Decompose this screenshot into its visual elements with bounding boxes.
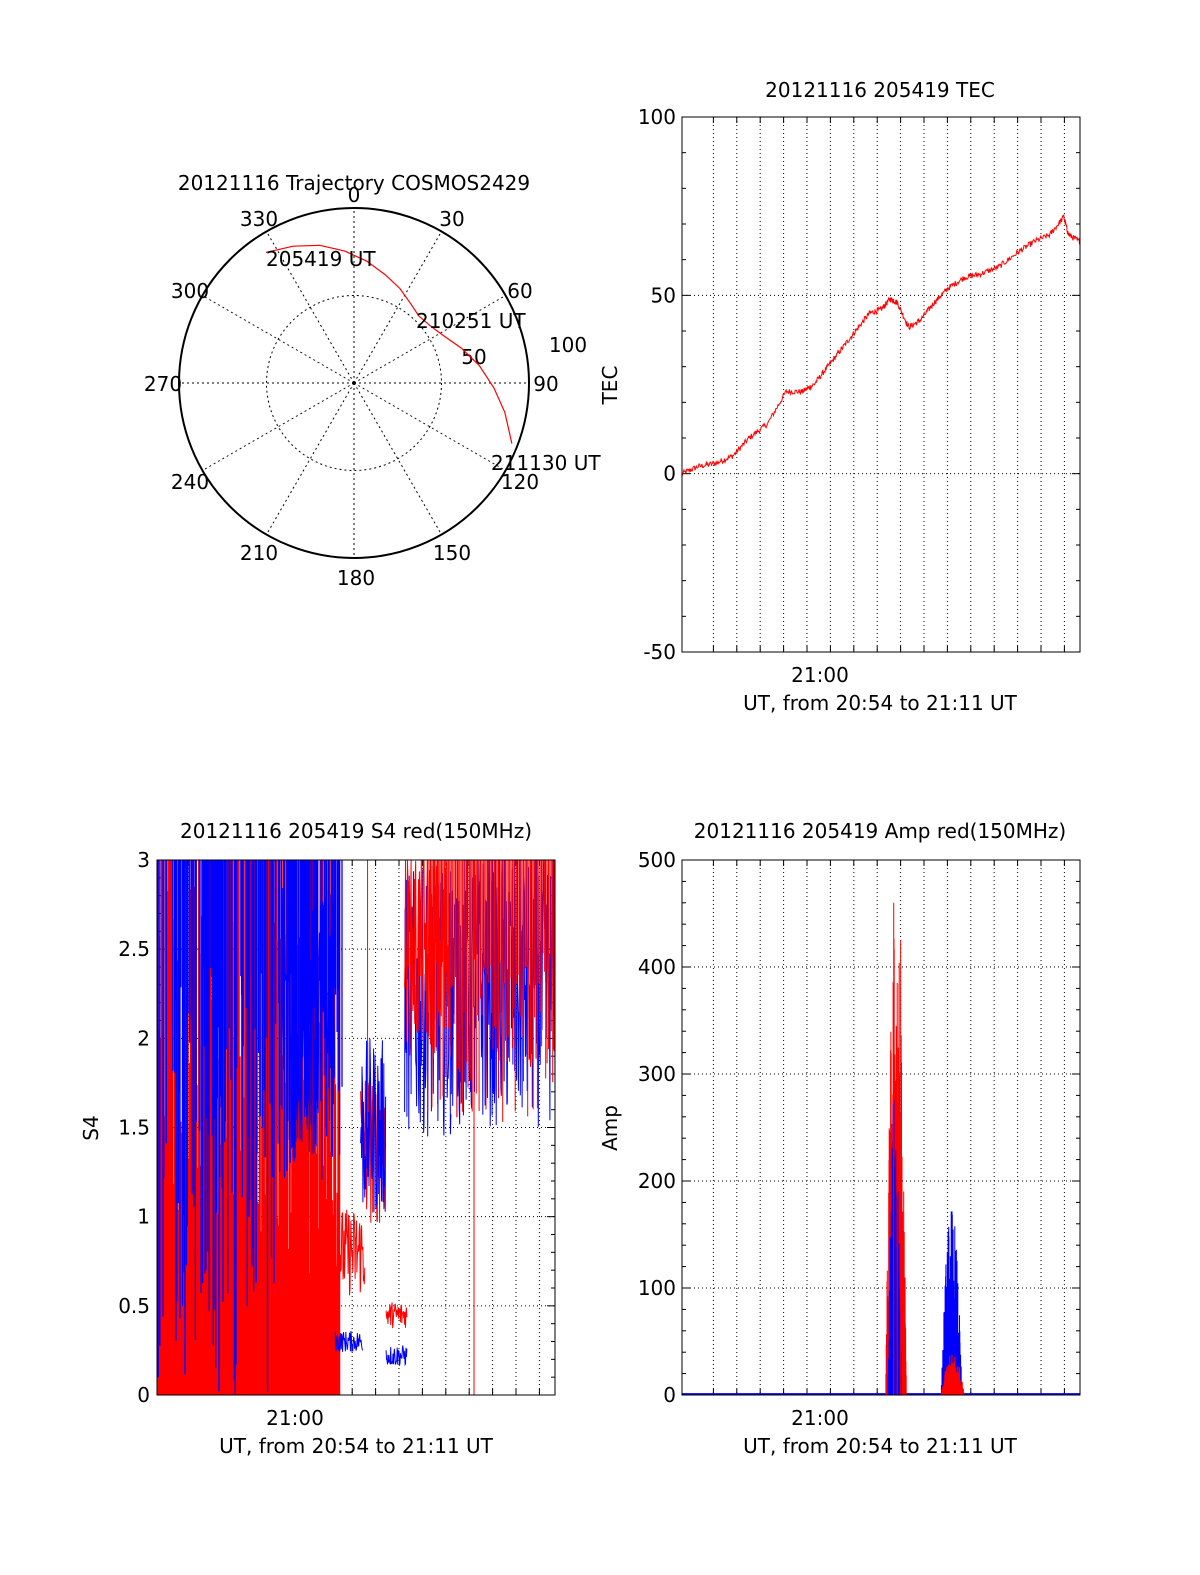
amp-grid (682, 859, 1080, 1396)
trajectory-title: 20121116 Trajectory COSMOS2429 (178, 171, 530, 195)
s4-blue-trace (385, 1345, 408, 1367)
tec-line (681, 213, 1080, 477)
trajectory-polar-plot: 20121116 Trajectory COSMOS2429 0 30 60 90 12… (144, 171, 601, 590)
y-tick-label: 300 (638, 1062, 676, 1086)
amp-title: 20121116 205419 Amp red(150MHz) (694, 819, 1066, 843)
azimuth-label: 210 (240, 541, 278, 565)
trajectory-path (265, 244, 513, 444)
y-tick-label: 2 (137, 1026, 150, 1050)
azimuth-label: 0 (348, 183, 361, 207)
polar-spoke (353, 231, 442, 384)
y-tick-label: 200 (638, 1169, 676, 1193)
amp-plot-frame (681, 859, 1081, 1396)
amp-x-tick-label: 21:00 (791, 1406, 849, 1430)
tec-y-axis-label: TEC (598, 366, 622, 406)
polar-ring-50 (266, 295, 442, 471)
y-tick-label: 0 (663, 462, 676, 486)
azimuth-label: 60 (507, 279, 532, 303)
s4-x-tick-label: 21:00 (266, 1406, 324, 1430)
trajectory-point-label: 210251 UT (416, 309, 526, 333)
azimuth-label: 120 (501, 470, 539, 494)
polar-spoke (202, 295, 355, 384)
azimuth-label: 150 (433, 541, 471, 565)
s4-blue-trace (360, 1038, 387, 1212)
tec-series (681, 213, 1080, 477)
azimuth-label: 300 (171, 279, 209, 303)
radial-label: 50 (461, 345, 486, 369)
s4-red-trace (334, 1209, 366, 1296)
trajectory-point-label: 205419 UT (266, 247, 376, 271)
azimuth-label: 240 (171, 470, 209, 494)
azimuth-label: 270 (144, 372, 182, 396)
tec-grid (682, 116, 1080, 653)
y-tick-label: 50 (651, 283, 676, 307)
tec-y-tick-labels: 100 50 0 -50 (638, 105, 676, 664)
s4-y-tick-labels: 3 2.5 2 1.5 1 0.5 0 (118, 848, 150, 1407)
s4-blue-trace (334, 1331, 363, 1352)
y-tick-label: 400 (638, 955, 676, 979)
tec-plot-frame (681, 116, 1081, 653)
y-tick-label: 3 (137, 848, 150, 872)
y-tick-label: -50 (643, 640, 676, 664)
tec-chart: 20121116 205419 TEC 100 50 0 -50 21:00 UT, … (598, 78, 1081, 715)
amp-y-axis-label: Amp (598, 1105, 622, 1151)
y-tick-label: 100 (638, 1276, 676, 1300)
tec-x-axis-label: UT, from 20:54 to 21:11 UT (743, 691, 1018, 715)
trajectory-point-labels: 205419 UT 210251 UT 211130 UT (266, 247, 601, 475)
polar-grid (178, 207, 530, 559)
polar-spoke (353, 382, 506, 471)
s4-x-axis-label: UT, from 20:54 to 21:11 UT (219, 1434, 494, 1458)
polar-spoke (353, 295, 506, 384)
s4-series (157, 859, 556, 1395)
azimuth-label: 330 (240, 207, 278, 231)
amp-x-axis-label: UT, from 20:54 to 21:11 UT (743, 1434, 1018, 1458)
radial-label: 100 (549, 333, 587, 357)
tec-x-tick-label: 21:00 (791, 663, 849, 687)
s4-red-trace (385, 1302, 408, 1329)
azimuth-label: 30 (439, 207, 464, 231)
s4-y-axis-label: S4 (79, 1115, 103, 1140)
polar-spoke (353, 382, 442, 535)
tec-title: 20121116 205419 TEC (765, 78, 995, 102)
amp-burst-red (940, 1354, 965, 1395)
s4-chart: 20121116 205419 S4 red(150MHz) 3 2.5 2 1.5 1… (79, 819, 556, 1458)
y-tick-label: 1 (137, 1205, 150, 1229)
polar-spoke (202, 382, 355, 471)
s4-title: 20121116 205419 S4 red(150MHz) (180, 819, 532, 843)
azimuth-label: 90 (533, 372, 558, 396)
trajectory-line (265, 244, 513, 444)
y-tick-label: 0.5 (118, 1294, 150, 1318)
y-tick-label: 1.5 (118, 1116, 150, 1140)
azimuth-label: 180 (337, 566, 375, 590)
amp-series (682, 902, 1080, 1395)
polar-spoke (266, 231, 355, 384)
y-tick-label: 0 (137, 1383, 150, 1407)
polar-outer-circle (178, 207, 530, 559)
amp-y-tick-labels: 500 400 300 200 100 0 (638, 848, 676, 1407)
trajectory-point-label: 211130 UT (491, 451, 601, 475)
polar-spoke (266, 382, 355, 535)
amp-chart: 20121116 205419 Amp red(150MHz) 500 400 30… (598, 819, 1081, 1458)
s4-red-spikes-right (427, 860, 555, 1122)
y-tick-label: 100 (638, 105, 676, 129)
y-tick-label: 2.5 (118, 937, 150, 961)
s4-plot-frame (156, 859, 556, 1396)
y-tick-label: 500 (638, 848, 676, 872)
s4-blue-trace (281, 887, 336, 1154)
y-tick-label: 0 (663, 1383, 676, 1407)
polar-labels: 0 30 60 90 120 150 180 210 240 270 300 330 50 100 (144, 183, 587, 590)
